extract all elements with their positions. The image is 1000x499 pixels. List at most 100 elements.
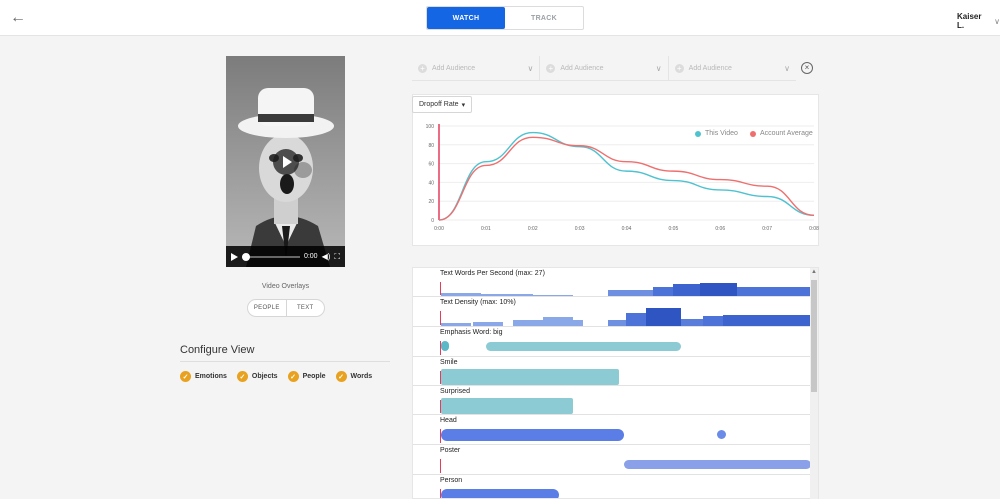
track-segment[interactable] bbox=[646, 308, 681, 326]
fullscreen-icon[interactable]: ⛶ bbox=[334, 251, 340, 261]
arrow-left-icon[interactable]: ← bbox=[10, 9, 26, 26]
timeline-track[interactable]: Text Density (max: 10%) bbox=[413, 297, 811, 327]
track-segment[interactable] bbox=[513, 320, 543, 326]
scrollbar-thumb[interactable] bbox=[811, 280, 817, 392]
x-tick-label: 0:06 bbox=[715, 226, 725, 232]
playhead-marker bbox=[440, 459, 441, 473]
track-segment[interactable] bbox=[717, 430, 726, 439]
configure-view-title: Configure View bbox=[180, 344, 255, 356]
video-player[interactable]: 0:00 ◀) ⛶ bbox=[226, 56, 345, 267]
x-tick-label: 0:00 bbox=[434, 226, 444, 232]
audience-select-3[interactable]: + Add Audience ∨ bbox=[667, 56, 796, 81]
configure-options: ✓ Emotions ✓ Objects ✓ People ✓ Words bbox=[180, 371, 372, 382]
check-icon: ✓ bbox=[236, 371, 248, 382]
playhead-marker bbox=[440, 489, 441, 498]
plus-icon: + bbox=[418, 63, 427, 73]
track-segment[interactable] bbox=[673, 284, 700, 296]
check-icon: ✓ bbox=[180, 371, 191, 382]
tab-track[interactable]: TRACK bbox=[531, 14, 557, 22]
track-segment[interactable] bbox=[441, 341, 449, 351]
track-segment[interactable] bbox=[703, 316, 723, 326]
track-segment[interactable] bbox=[441, 398, 573, 414]
y-tick-label: 80 bbox=[428, 143, 434, 149]
option-label: People bbox=[302, 373, 326, 380]
check-icon: ✓ bbox=[335, 371, 347, 382]
y-tick-label: 40 bbox=[428, 180, 434, 186]
track-label: Head bbox=[440, 417, 457, 424]
track-segment[interactable] bbox=[608, 290, 653, 296]
play-overlay-button[interactable] bbox=[273, 149, 299, 175]
video-time: 0:00 bbox=[303, 253, 318, 260]
y-tick-label: 100 bbox=[426, 124, 435, 130]
user-name: Kaiser L. bbox=[957, 12, 982, 30]
track-segment[interactable] bbox=[533, 294, 573, 296]
timeline-track[interactable]: Person bbox=[413, 475, 811, 498]
track-segment[interactable] bbox=[441, 489, 559, 498]
track-segment[interactable] bbox=[493, 294, 533, 296]
divider bbox=[180, 361, 390, 362]
overlay-text-button[interactable]: TEXT bbox=[285, 300, 325, 316]
play-icon[interactable] bbox=[231, 252, 238, 261]
video-controls: 0:00 ◀) ⛶ bbox=[226, 246, 345, 267]
track-segment[interactable] bbox=[626, 313, 646, 326]
overlay-people-button[interactable]: PEOPLE bbox=[253, 305, 280, 311]
option-people[interactable]: ✓ People bbox=[287, 371, 326, 382]
track-label: Text Density (max: 10%) bbox=[440, 299, 516, 306]
option-emotions[interactable]: ✓ Emotions bbox=[180, 371, 227, 382]
track-segment[interactable] bbox=[441, 323, 471, 326]
timeline-track[interactable]: Poster bbox=[413, 445, 811, 475]
track-segment[interactable] bbox=[553, 320, 583, 326]
user-menu[interactable]: Kaiser L. ∨ bbox=[957, 12, 1000, 30]
tab-watch[interactable]: WATCH bbox=[427, 7, 505, 29]
track-segment[interactable] bbox=[441, 369, 619, 385]
option-label: Objects bbox=[251, 373, 278, 380]
audience-placeholder: Add Audience bbox=[688, 64, 732, 72]
option-words[interactable]: ✓ Words bbox=[335, 371, 373, 382]
video-scrubber[interactable] bbox=[242, 252, 300, 261]
track-segment[interactable] bbox=[486, 342, 681, 351]
chart-card bbox=[412, 94, 819, 246]
option-label: Words bbox=[350, 373, 373, 380]
dropoff-chart: 0 20 40 60 80 100 0:00 0:01 0:02 0:03 0:04 0:05 0:06… bbox=[426, 124, 819, 232]
series-line-0 bbox=[438, 131, 815, 221]
metric-dropdown[interactable]: Dropoff Rate ▾ bbox=[412, 96, 473, 113]
track-segment[interactable] bbox=[737, 287, 811, 296]
track-segment[interactable] bbox=[653, 287, 673, 296]
mode-switch: WATCH TRACK bbox=[426, 6, 584, 30]
timeline-track[interactable]: Text Words Per Second (max: 27) bbox=[413, 268, 811, 297]
legend-item-account-average[interactable]: Account Average bbox=[749, 130, 813, 137]
audience-selectors: + Add Audience ∨ + Add Audience ∨ + Add … bbox=[412, 56, 796, 81]
scroll-up-icon[interactable]: ▲ bbox=[811, 269, 817, 275]
x-tick-label: 0:04 bbox=[622, 226, 632, 232]
track-segment[interactable] bbox=[608, 320, 626, 326]
audience-select-1[interactable]: + Add Audience ∨ bbox=[412, 56, 540, 81]
timeline-track[interactable]: Head bbox=[413, 415, 811, 445]
track-label: Surprised bbox=[440, 388, 470, 395]
close-icon[interactable]: × bbox=[801, 62, 813, 74]
check-icon: ✓ bbox=[287, 371, 299, 382]
audience-select-2[interactable]: + Add Audience ∨ bbox=[539, 56, 668, 81]
volume-icon[interactable]: ◀) bbox=[321, 252, 331, 261]
timeline-track[interactable]: Surprised bbox=[413, 386, 811, 415]
caret-down-icon: ▾ bbox=[461, 101, 466, 109]
chevron-down-icon: ∨ bbox=[994, 16, 1000, 26]
track-segment[interactable] bbox=[723, 315, 811, 326]
timeline-track[interactable]: Smile bbox=[413, 357, 811, 386]
track-segment[interactable] bbox=[473, 322, 503, 326]
x-tick-label: 0:02 bbox=[528, 226, 538, 232]
chart-legend: This Video Account Average bbox=[695, 130, 813, 137]
series-line-1 bbox=[438, 136, 815, 221]
track-segment[interactable] bbox=[700, 283, 737, 296]
track-segment[interactable] bbox=[453, 294, 493, 296]
chevron-down-icon: ∨ bbox=[655, 63, 662, 73]
legend-item-this-video[interactable]: This Video bbox=[695, 130, 738, 137]
track-segment[interactable] bbox=[624, 460, 811, 469]
timeline-track[interactable]: Emphasis Word: big bbox=[413, 327, 811, 357]
option-objects[interactable]: ✓ Objects bbox=[236, 371, 278, 382]
timeline-panel: Text Words Per Second (max: 27) Text Dens… bbox=[412, 267, 819, 499]
track-segment[interactable] bbox=[441, 429, 624, 441]
scrubber-handle[interactable] bbox=[242, 252, 250, 261]
track-segment[interactable] bbox=[681, 319, 703, 326]
overlays-label: Video Overlays bbox=[261, 283, 310, 290]
audience-placeholder: Add Audience bbox=[560, 64, 604, 72]
